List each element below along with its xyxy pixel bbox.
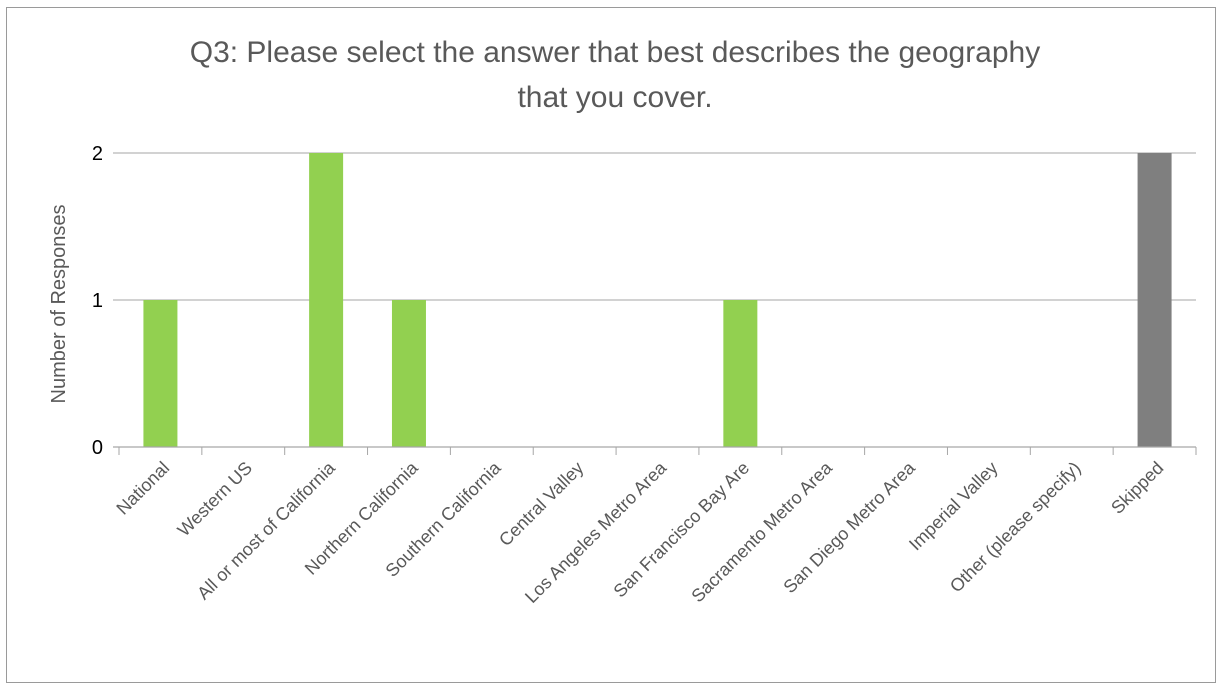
bar-skipped: [1137, 153, 1172, 447]
bar-northern-california: [391, 300, 426, 447]
x-axis: [113, 446, 1197, 455]
x-tick-label: All or most of California: [193, 457, 339, 603]
bar-san-francisco-bay-are: [723, 300, 758, 447]
chart-title: Q3: Please select the answer that best d…: [190, 36, 1041, 114]
chart-title-line-1: Q3: Please select the answer that best d…: [190, 36, 1041, 69]
gridlines: [113, 152, 1196, 301]
x-tick-label: San Francisco Bay Are: [610, 458, 754, 602]
chart-frame: Q3: Please select the answer that best d…: [6, 7, 1216, 683]
x-tick-label: Central Valley: [495, 458, 587, 550]
bar-all-or-most-of-california: [309, 153, 344, 447]
x-tick-label: National: [112, 458, 173, 519]
bar-chart: Q3: Please select the answer that best d…: [48, 36, 1197, 607]
y-axis-title: Number of Responses: [48, 205, 70, 404]
bar-national: [143, 300, 178, 447]
x-tick-label: Skipped: [1107, 458, 1167, 518]
bars: [143, 153, 1172, 447]
x-tick-label: Western US: [174, 458, 257, 541]
y-tick-label: 1: [92, 290, 103, 312]
y-tick-label: 0: [92, 437, 103, 459]
x-tick-label: Los Angeles Metro Area: [521, 457, 671, 607]
y-tick-labels: 0 1 2: [92, 143, 103, 459]
chart-title-line-2: that you cover.: [517, 81, 712, 114]
y-tick-label: 2: [92, 143, 103, 165]
x-tick-label: Sacramento Metro Area: [687, 457, 836, 606]
